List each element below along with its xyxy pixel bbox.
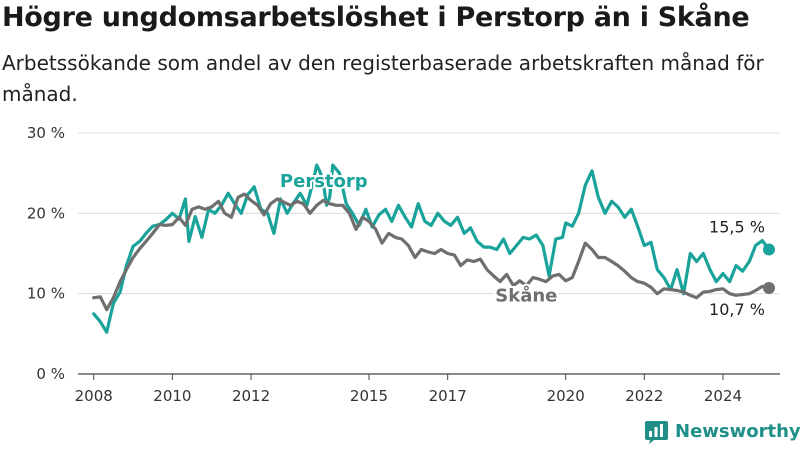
brand-name: Newsworthy [675,421,800,442]
end-label-skane: 10,7 % [709,300,765,319]
annotations: 15,5 % 10,7 % Perstorp Skåne [278,169,765,319]
grid-lines [78,132,780,295]
chart-title: Högre ungdomsarbetslöshet i Perstorp än … [2,2,750,33]
series-label-perstorp: Perstorp [280,171,368,192]
end-point-skane [762,282,775,295]
x-tick-label: 2022 [625,387,663,405]
bar-chart-icon [645,421,668,444]
x-tick-label: 2010 [153,387,191,405]
x-tick-label: 2012 [232,387,270,405]
series-line-skane [92,192,771,312]
x-tick-label: 2017 [429,387,467,405]
end-point-perstorp [762,243,775,256]
brand-logo[interactable]: Newsworthy [644,419,800,444]
axes: 0 % 10 % 20 % 30 % 2008 2010 2012 2015 2017 2020 2… [27,124,780,405]
end-label-perstorp: 15,5 % [709,217,765,236]
x-tick-label: 2008 [75,387,113,405]
y-tick-label: 20 % [27,204,65,222]
x-tick-label: 2020 [547,387,585,405]
series-lines [92,163,775,334]
chart-subtitle: Arbetssökande som andel av den registerb… [2,51,764,106]
y-tick-label: 30 % [27,124,65,142]
series-label-skane: Skåne [495,285,557,307]
y-tick-label: 0 % [36,365,65,383]
x-tick-label: 2024 [704,387,742,405]
x-tick-label: 2015 [350,387,388,405]
y-tick-label: 10 % [27,285,65,303]
series-line-perstorp [92,163,771,334]
